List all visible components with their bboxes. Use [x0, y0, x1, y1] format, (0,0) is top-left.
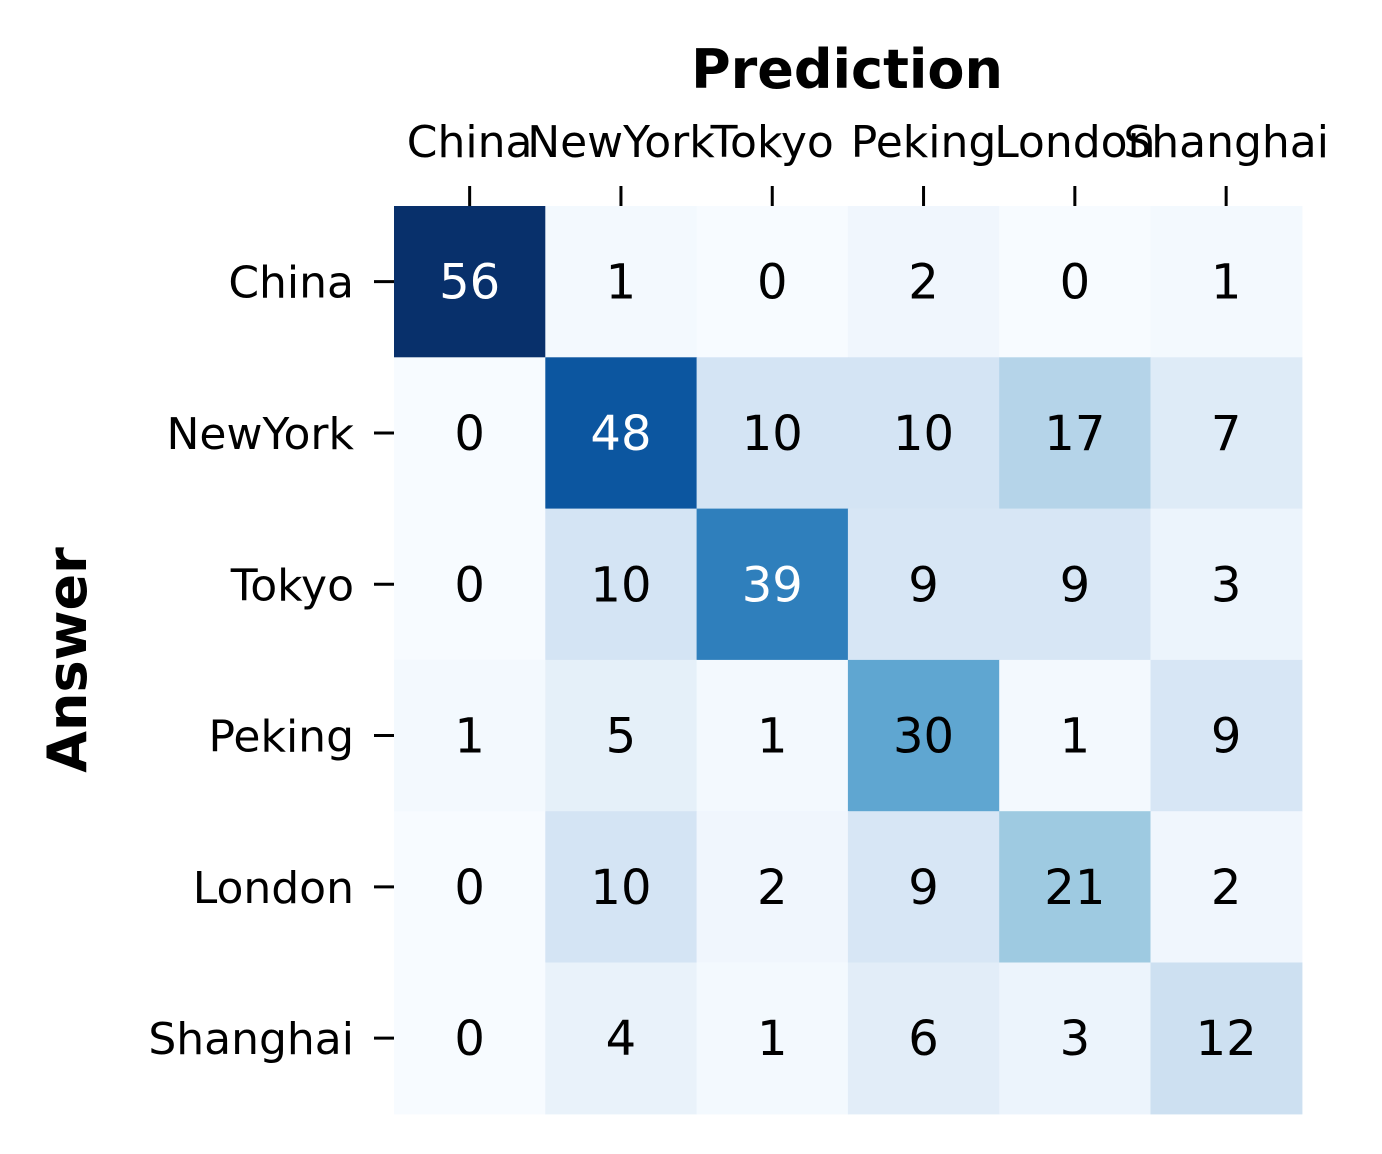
- cell-value-label: 5: [606, 709, 637, 765]
- heatmap-cell: [394, 811, 546, 964]
- cell-value-label: 9: [1060, 557, 1091, 613]
- cell-value-label: 10: [742, 406, 803, 462]
- cell-value-label: 30: [893, 709, 954, 765]
- heatmap-cell: [545, 357, 698, 510]
- heatmap-cell: [394, 659, 546, 812]
- x-tick-label: London: [994, 117, 1155, 168]
- heatmap-cell: [1150, 962, 1303, 1115]
- y-tick-label: Shanghai: [148, 1014, 354, 1065]
- cell-value-label: 12: [1196, 1011, 1257, 1067]
- x-axis-title: Prediction: [691, 38, 1003, 101]
- heatmap-cell: [847, 659, 1000, 812]
- cell-value-label: 17: [1044, 406, 1105, 462]
- cell-value-label: 2: [1211, 860, 1242, 916]
- x-tick-label: Shanghai: [1123, 117, 1329, 168]
- y-axis-ticks: China NewYork Tokyo Peking London Shanghai: [148, 258, 394, 1065]
- cell-value-label: 21: [1044, 860, 1105, 916]
- cell-value-label: 0: [454, 860, 485, 916]
- heatmap-cell: [394, 357, 546, 510]
- cell-value-label: 3: [1060, 1011, 1091, 1067]
- heatmap-cell: [1150, 811, 1303, 964]
- heatmap-cell: [847, 962, 1000, 1115]
- cell-value-label: 0: [757, 255, 788, 311]
- cell-value-label: 3: [1211, 557, 1242, 613]
- y-tick-label: Tokyo: [230, 560, 354, 611]
- cell-value-label: 48: [590, 406, 651, 462]
- heatmap-cells: [394, 206, 1303, 1115]
- cell-value-label: 9: [908, 557, 939, 613]
- heatmap-cell: [696, 659, 849, 812]
- cell-value-label: 0: [1060, 255, 1091, 311]
- heatmap-cell: [999, 811, 1152, 964]
- cell-value-label: 0: [454, 406, 485, 462]
- heatmap-cell: [394, 206, 546, 358]
- heatmap-cell: [1150, 508, 1303, 661]
- cell-value-label: 9: [1211, 709, 1242, 765]
- heatmap-cell: [847, 508, 1000, 661]
- cell-value-label: 7: [1211, 406, 1242, 462]
- cell-value-label: 39: [742, 557, 803, 613]
- heatmap-cell: [999, 206, 1152, 358]
- heatmap-cell: [394, 962, 546, 1115]
- heatmap-cell: [696, 962, 849, 1115]
- cell-value-label: 0: [454, 557, 485, 613]
- heatmap-cell: [545, 659, 698, 812]
- heatmap-cell: [394, 508, 546, 661]
- cell-value-label: 1: [757, 1011, 788, 1067]
- cell-value-label: 10: [590, 860, 651, 916]
- heatmap-cell: [1150, 206, 1303, 358]
- cell-value-label: 6: [908, 1011, 939, 1067]
- heatmap-cell: [847, 206, 1000, 358]
- heatmap-cell: [696, 811, 849, 964]
- x-tick-label: China: [407, 117, 533, 168]
- cell-value-label: 0: [454, 1011, 485, 1067]
- heatmap-cell: [696, 206, 849, 358]
- y-axis-title: Answer: [36, 547, 99, 773]
- heatmap-cell: [999, 508, 1152, 661]
- heatmap-cell: [696, 357, 849, 510]
- heatmap-cell: [545, 508, 698, 661]
- cell-value-label: 1: [1060, 709, 1091, 765]
- cell-value-label: 9: [908, 860, 939, 916]
- heatmap-cell: [999, 357, 1152, 510]
- cell-value-label: 10: [590, 557, 651, 613]
- heatmap-cell: [545, 811, 698, 964]
- cell-value-label: 2: [757, 860, 788, 916]
- cell-value-label: 1: [757, 709, 788, 765]
- y-tick-label: Peking: [208, 712, 354, 763]
- heatmap-cell: [1150, 357, 1303, 510]
- heatmap-cell: [545, 962, 698, 1115]
- heatmap-cell-labels: 56 1 0 2 0 10 48 10 10 17 70 10 39 9 9 31 5 1 30 1 90 10 2 9 21 2…: [439, 255, 1257, 1068]
- y-tick-label: NewYork: [167, 409, 355, 460]
- cell-value-label: 1: [454, 709, 485, 765]
- y-tick-label: London: [193, 863, 354, 914]
- cell-value-label: 4: [606, 1011, 637, 1067]
- cell-value-label: 2: [908, 255, 939, 311]
- heatmap-cell: [847, 811, 1000, 964]
- heatmap-cell: [696, 508, 849, 661]
- x-tick-label: NewYork: [527, 117, 715, 168]
- x-tick-label: Tokyo: [710, 117, 834, 168]
- heatmap-cell: [847, 357, 1000, 510]
- y-tick-label: China: [228, 258, 354, 309]
- cell-value-label: 56: [439, 255, 500, 311]
- cell-value-label: 10: [893, 406, 954, 462]
- heatmap-cell: [1150, 659, 1303, 812]
- cell-value-label: 1: [606, 255, 637, 311]
- cell-value-label: 1: [1211, 255, 1242, 311]
- heatmap-cell: [545, 206, 698, 358]
- heatmap-cell: [999, 659, 1152, 812]
- x-tick-label: Peking: [851, 117, 997, 168]
- heatmap-cell: [999, 962, 1152, 1115]
